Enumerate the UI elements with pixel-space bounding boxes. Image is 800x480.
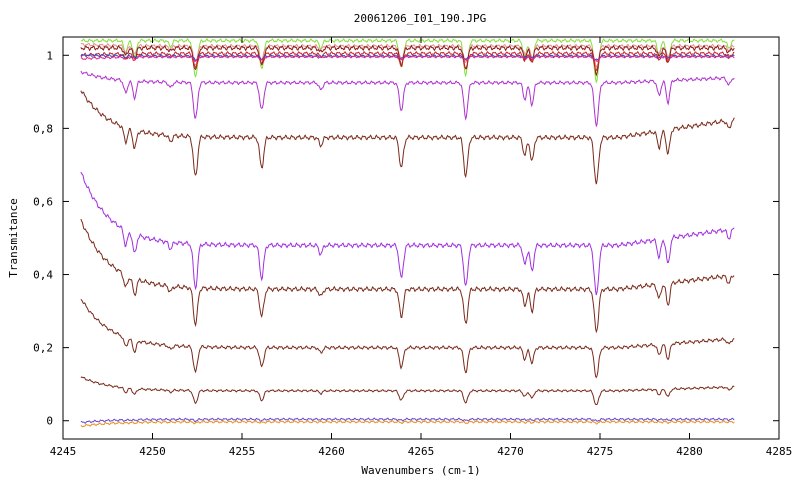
series-line-3 bbox=[80, 44, 735, 77]
series-line-7 bbox=[80, 70, 735, 128]
series-line-4 bbox=[80, 50, 735, 72]
y-tick-label: 0 bbox=[46, 415, 53, 428]
x-tick-label: 4245 bbox=[50, 445, 77, 458]
x-tick-label: 4285 bbox=[766, 445, 793, 458]
y-axis-label: Transmitance bbox=[7, 198, 20, 277]
series-line-14 bbox=[80, 420, 735, 428]
x-tick-label: 4270 bbox=[497, 445, 524, 458]
x-tick-label: 4260 bbox=[318, 445, 345, 458]
series-line-9 bbox=[80, 171, 735, 296]
series-line-6 bbox=[80, 54, 735, 63]
series-line-8 bbox=[80, 90, 735, 185]
series-line-10 bbox=[80, 218, 735, 334]
x-tick-label: 4255 bbox=[229, 445, 256, 458]
x-tick-label: 4275 bbox=[587, 445, 614, 458]
chart-title: 20061206_I01_190.JPG bbox=[354, 12, 486, 25]
series-line-13 bbox=[80, 417, 735, 424]
y-tick-label: 0,8 bbox=[33, 122, 53, 135]
y-tick-label: 0,4 bbox=[33, 269, 53, 282]
y-tick-label: 0,2 bbox=[33, 342, 53, 355]
series-line-1 bbox=[80, 38, 735, 84]
y-axis: 0 0,2 0,4 0,6 0,8 1 bbox=[33, 49, 779, 428]
x-tick-label: 4280 bbox=[676, 445, 703, 458]
y-tick-label: 0,6 bbox=[33, 195, 53, 208]
x-axis-label: Wavenumbers (cm-1) bbox=[361, 464, 480, 477]
series-line-12 bbox=[80, 376, 735, 406]
series-layer bbox=[80, 38, 735, 428]
x-tick-label: 4250 bbox=[139, 445, 166, 458]
x-tick-label: 4265 bbox=[408, 445, 435, 458]
series-line-11 bbox=[80, 298, 735, 379]
y-tick-label: 1 bbox=[46, 49, 53, 62]
x-axis: 4245 4250 4255 4260 4265 4270 4275 4280 4285 bbox=[50, 37, 793, 458]
